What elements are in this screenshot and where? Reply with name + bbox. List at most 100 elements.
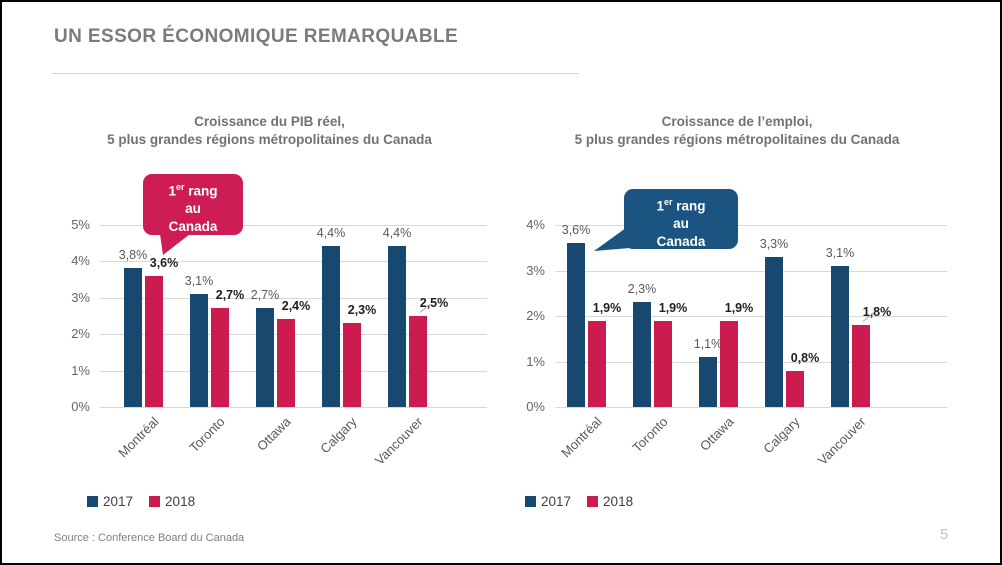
value-label-2017-Vancouver: 3,1% <box>825 245 855 260</box>
legend-label: 2017 <box>541 494 572 509</box>
chart-emploi-title-line2: 5 plus grandes régions métropolitaines d… <box>574 132 900 147</box>
y-tick-label: 3% <box>526 262 545 278</box>
rank-callout-line3: Canada <box>168 218 218 234</box>
legend-swatch-icon <box>525 496 536 507</box>
rank-callout-pib: 1er rang au Canada <box>143 179 243 235</box>
chart-pib-plot-area <box>100 224 487 408</box>
bar-2018-Toronto <box>654 320 672 407</box>
value-label-2017-Montréal: 3,8% <box>118 248 148 263</box>
chart-pib-title-line1: Croissance du PIB réel, <box>194 114 345 129</box>
legend-label: 2018 <box>165 494 196 509</box>
gridline <box>555 407 947 408</box>
bar-2018-Montréal <box>588 320 606 407</box>
chart-pib: Croissance du PIB réel, 5 plus grandes r… <box>42 110 497 550</box>
y-tick-label: 2% <box>526 308 545 323</box>
speech-bubble-icon <box>143 174 243 255</box>
value-label-2018-Montréal: 1,9% <box>592 300 622 315</box>
y-tick-label: 4% <box>526 217 545 232</box>
value-label-2018-Vancouver: 2,5% <box>419 295 449 310</box>
bar-2018-Ottawa <box>720 320 738 407</box>
gridline <box>100 407 487 408</box>
rank-callout-line2: au <box>185 201 201 216</box>
legend-item-2017: 2017 <box>525 494 571 509</box>
gridline <box>555 270 947 272</box>
value-label-2017-Ottawa: 1,1% <box>693 336 723 351</box>
legend-swatch-icon <box>149 496 161 507</box>
x-label-Vancouver: Vancouver <box>814 414 869 468</box>
legend: 2017 2018 <box>87 494 195 509</box>
chart-emploi: Croissance de l’emploi, 5 plus grandes r… <box>507 110 967 550</box>
legend-label: 2017 <box>103 494 134 509</box>
source-note: Source : Conference Board du Canada <box>54 532 245 544</box>
y-tick-label: 5% <box>71 216 90 232</box>
rank-callout-line3: Canada <box>656 233 706 249</box>
title-divider <box>52 73 579 74</box>
bar-2018-Montréal <box>145 275 163 407</box>
bar-2017-Ottawa <box>699 356 717 407</box>
value-label-2018-Toronto: 1,9% <box>658 300 688 315</box>
legend: 2017 2018 <box>525 494 633 509</box>
legend-swatch-icon <box>87 496 98 507</box>
y-tick-label: 2% <box>71 326 90 341</box>
value-label-2018-Toronto: 2,7% <box>215 288 245 303</box>
y-tick-label: 3% <box>71 289 90 305</box>
value-label-2017-Toronto: 3,1% <box>184 273 214 288</box>
value-label-2018-Calgary: 2,3% <box>347 303 377 318</box>
rank-callout-emploi: 1er rang au Canada <box>624 194 738 250</box>
value-label-2018-Calgary: 0,8% <box>790 350 820 365</box>
value-label-2017-Vancouver: 4,4% <box>382 226 412 241</box>
speech-bubble-tail <box>594 225 630 251</box>
bar-2018-Calgary <box>343 323 361 407</box>
rank-callout-line1: 1er rang <box>168 182 218 199</box>
y-tick-label: 0% <box>526 399 545 414</box>
chart-emploi-plot-area <box>555 225 947 408</box>
value-label-2017-Montréal: 3,6% <box>561 223 591 238</box>
bar-2018-Toronto <box>211 308 229 407</box>
legend-swatch-icon <box>587 496 599 507</box>
gridline <box>555 316 947 317</box>
legend-item-2017: 2017 <box>87 494 133 509</box>
value-label-2018-Ottawa: 1,9% <box>724 300 754 315</box>
speech-bubble-body <box>143 174 243 235</box>
chart-emploi-title-line1: Croissance de l’emploi, <box>661 114 813 129</box>
value-label-2017-Calgary: 3,3% <box>759 236 789 251</box>
bar-2017-Vancouver <box>831 265 849 407</box>
gridline <box>555 225 947 226</box>
value-label-2018-Montréal: 3,6% <box>149 255 179 270</box>
value-label-2018-Ottawa: 2,4% <box>281 299 311 314</box>
y-tick-label: 4% <box>71 253 90 268</box>
bar-2017-Ottawa <box>256 308 274 407</box>
page-number: 5 <box>940 526 949 543</box>
bar-2017-Montréal <box>567 243 585 407</box>
bar-2017-Calgary <box>765 256 783 407</box>
value-label-2018-Vancouver: 1,8% <box>862 305 892 320</box>
bar-2018-Vancouver <box>852 325 870 407</box>
bar-2017-Toronto <box>190 293 208 407</box>
slide-title: UN ESSOR ÉCONOMIQUE REMARQUABLE <box>54 26 459 47</box>
chart-pib-title-line2: 5 plus grandes régions métropolitaines d… <box>107 132 432 147</box>
gridline <box>555 361 947 363</box>
gridline <box>100 261 487 262</box>
legend-label: 2018 <box>603 494 634 509</box>
bar-2017-Vancouver <box>388 246 406 407</box>
bar-2018-Calgary <box>786 370 804 407</box>
bar-2018-Ottawa <box>277 319 295 407</box>
legend-item-2018: 2018 <box>587 494 633 509</box>
y-tick-label: 1% <box>71 362 90 378</box>
bar-2017-Montréal <box>124 268 142 407</box>
rank-callout-line2: au <box>673 216 689 231</box>
value-label-2017-Calgary: 4,4% <box>316 226 346 241</box>
value-label-2017-Toronto: 2,3% <box>627 282 657 297</box>
bar-2017-Toronto <box>633 302 651 407</box>
speech-bubble-tail <box>160 234 190 255</box>
gridline <box>100 224 487 226</box>
y-tick-label: 1% <box>526 353 545 369</box>
speech-bubble-body <box>624 189 738 249</box>
bar-2017-Calgary <box>322 246 340 407</box>
speech-bubble-icon <box>594 189 738 251</box>
x-label-Vancouver: Vancouver <box>371 414 426 468</box>
bar-2018-Vancouver <box>409 315 427 407</box>
y-tick-label: 0% <box>71 399 90 414</box>
rank-callout-line1: 1er rang <box>656 197 706 214</box>
